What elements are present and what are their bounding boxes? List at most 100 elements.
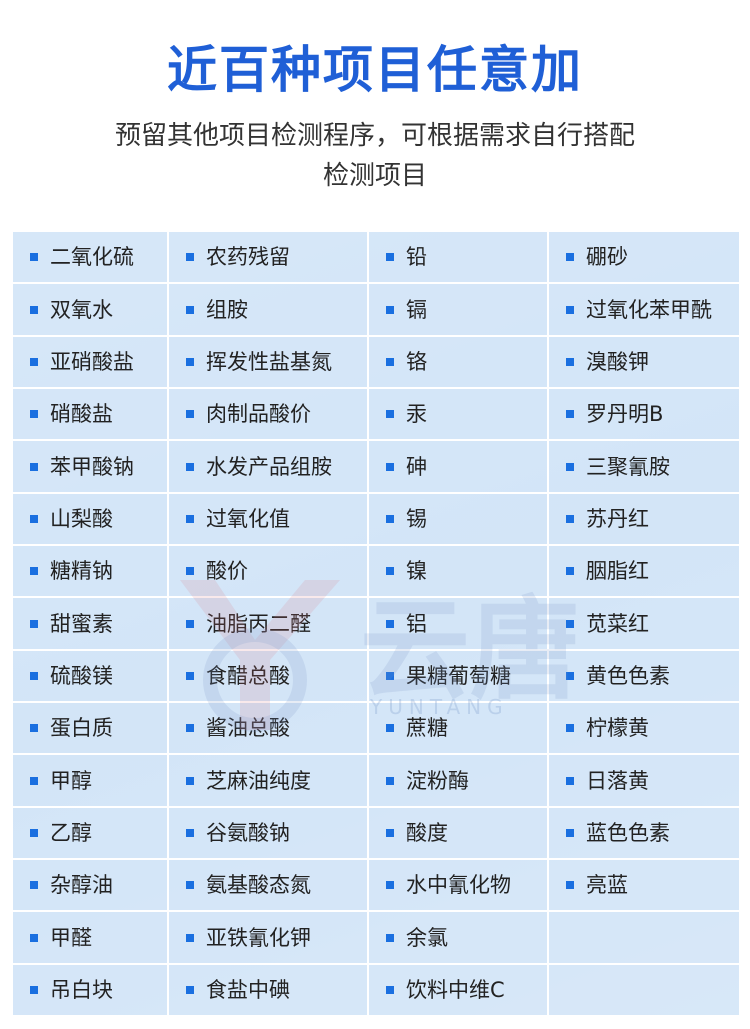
table-cell: [548, 702, 740, 755]
item-label: 甲醇: [50, 768, 92, 793]
bullet: [386, 724, 394, 733]
item-label: 亚硝酸盐: [50, 349, 134, 374]
item-label: 硝酸盐: [50, 402, 113, 427]
bullet: [566, 305, 574, 314]
table-cell: [168, 335, 368, 388]
table-cell: [548, 859, 740, 912]
table-cell: [548, 806, 740, 859]
bullet: [386, 357, 394, 366]
table-cell: [548, 283, 740, 336]
table-cell: [12, 597, 168, 650]
table-cell: [12, 649, 168, 702]
item-label: 肉制品酸价: [206, 402, 311, 427]
bullet: [30, 619, 38, 628]
item-label: 蛋白质: [50, 716, 113, 741]
bullet: [30, 776, 38, 785]
table-cell: [548, 545, 740, 598]
item-label: 水中氰化物: [406, 873, 511, 898]
bullet: [386, 671, 394, 680]
table-cell: [368, 335, 548, 388]
bullet: [30, 514, 38, 523]
item-label: 果糖葡萄糖: [406, 663, 511, 688]
item-label: 黄色色素: [586, 663, 670, 688]
bullet: [566, 776, 574, 785]
item-label: 铅: [406, 245, 427, 270]
bullet: [386, 933, 394, 942]
bullet: [30, 410, 38, 419]
bullet: [186, 828, 194, 837]
table-cell: [548, 597, 740, 650]
item-label: 镍: [406, 559, 427, 584]
table-cell: [368, 388, 548, 441]
item-label: 食盐中碘: [206, 977, 290, 1002]
item-label: 农药残留: [206, 245, 290, 270]
bullet: [186, 619, 194, 628]
bullet: [386, 619, 394, 628]
table-cell: [12, 283, 168, 336]
bullet: [186, 462, 194, 471]
item-label: 柠檬黄: [586, 716, 649, 741]
bullet: [186, 410, 194, 419]
bullet: [566, 567, 574, 576]
table-cell: [168, 911, 368, 964]
table-cell: [548, 388, 740, 441]
title: 近百种项目任意加: [167, 41, 583, 99]
table-cell: [168, 702, 368, 755]
bullet: [386, 881, 394, 890]
table-cell: [368, 859, 548, 912]
item-label: 组胺: [206, 297, 248, 322]
bullet: [566, 881, 574, 890]
table-cell: [548, 754, 740, 807]
item-label: 日落黄: [586, 768, 649, 793]
item-label: 酸度: [406, 820, 448, 845]
item-label: 酸价: [206, 559, 248, 584]
table-cell: [12, 859, 168, 912]
item-label: 山梨酸: [50, 506, 113, 531]
table-cell: [368, 440, 548, 493]
table-cell: [168, 545, 368, 598]
table-cell: [368, 545, 548, 598]
bullet: [30, 253, 38, 262]
bullet: [566, 253, 574, 262]
bullet: [386, 410, 394, 419]
table-cell: [168, 649, 368, 702]
item-label: 甜蜜素: [50, 611, 113, 636]
bullet: [30, 462, 38, 471]
table-cell: [368, 911, 548, 964]
bullet: [186, 776, 194, 785]
bullet: [30, 933, 38, 942]
table-cell: [368, 963, 548, 1016]
table-cell: [548, 492, 740, 545]
table-cell: [168, 963, 368, 1016]
subtitle: 预留其他项目检测程序，可根据需求自行搭配检测项目: [115, 121, 636, 191]
table-cell: [548, 649, 740, 702]
item-label: 三聚氰胺: [586, 454, 670, 479]
bullet: [566, 724, 574, 733]
item-label: 乙醇: [50, 820, 92, 845]
table-cell: [368, 702, 548, 755]
item-label: 苯甲酸钠: [50, 454, 134, 479]
bullet: [186, 881, 194, 890]
table-cell: [12, 963, 168, 1016]
bullet: [186, 933, 194, 942]
table-cell: [12, 231, 168, 284]
table-cell: [368, 492, 548, 545]
item-label: 挥发性盐基氮: [206, 349, 332, 374]
table-cell: [548, 963, 740, 1016]
item-label: 砷: [406, 454, 427, 479]
item-label: 芝麻油纯度: [206, 768, 311, 793]
item-grid: 二氧化硫 农药残留 铅 硼砂 双氧水 组胺 镉 过氧化苯甲酰 亚硝酸盐 挥发性盐基氮 铬 溴酸钾 硝酸盐…: [12, 231, 740, 1016]
item-label: 双氧水: [50, 297, 113, 322]
item-label: 罗丹明B: [586, 402, 664, 427]
item-label: 镉: [406, 297, 427, 322]
item-label: 余氯: [406, 925, 448, 950]
item-label: 汞: [406, 402, 427, 427]
bullet: [566, 828, 574, 837]
table-cell: [12, 806, 168, 859]
item-label: 锡: [406, 506, 427, 531]
bullet: [30, 671, 38, 680]
bullet: [186, 305, 194, 314]
table-cell: [548, 440, 740, 493]
item-label: 饮料中维C: [406, 977, 505, 1002]
